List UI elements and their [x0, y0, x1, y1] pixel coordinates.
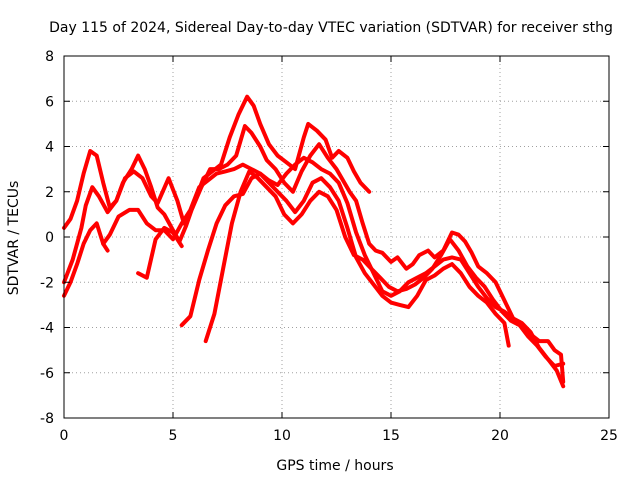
series-group: [62, 94, 566, 389]
series-track-3: [62, 155, 566, 389]
series-track-6: [179, 171, 511, 348]
x-tick-label: 20: [491, 428, 509, 444]
y-tick-label: -2: [40, 275, 54, 291]
x-tick-label: 0: [60, 428, 69, 444]
y-tick-labels: -8 -6 -4 -2 0 2 4 6 8: [40, 49, 54, 427]
y-axis-label: SDTVAR / TECUs: [6, 181, 22, 296]
x-axis-label: GPS time / hours: [276, 458, 393, 474]
y-tick-label: 4: [45, 140, 54, 156]
y-tick-label: -8: [40, 411, 54, 427]
y-tick-label: 6: [45, 94, 54, 110]
x-tick-label: 5: [169, 428, 178, 444]
x-tick-labels: 0 5 10 15 20 25: [60, 428, 618, 444]
grid: [64, 56, 609, 418]
series-track-7: [203, 169, 566, 368]
y-tick-label: -6: [40, 366, 54, 382]
axis-ticks: [63, 55, 610, 419]
chart-title: Day 115 of 2024, Sidereal Day-to-day VTE…: [49, 20, 613, 36]
series-track-2: [62, 124, 566, 384]
x-tick-label: 25: [600, 428, 618, 444]
x-tick-label: 10: [273, 428, 291, 444]
y-tick-label: 0: [45, 230, 54, 246]
y-tick-label: 2: [45, 185, 54, 201]
y-tick-label: 8: [45, 49, 54, 65]
y-tick-label: -4: [40, 321, 54, 337]
series-track-4: [136, 225, 184, 280]
x-tick-label: 15: [382, 428, 400, 444]
series-track-5: [101, 241, 110, 253]
